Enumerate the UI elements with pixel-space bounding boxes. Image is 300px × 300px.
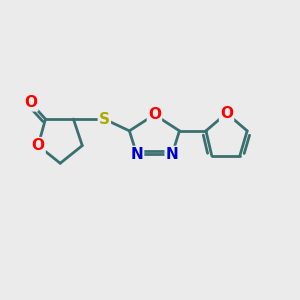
Text: O: O [32, 138, 45, 153]
Text: O: O [148, 107, 161, 122]
Text: S: S [99, 112, 110, 127]
Text: O: O [24, 95, 37, 110]
Text: O: O [220, 106, 233, 121]
Text: N: N [166, 147, 178, 162]
Text: N: N [130, 147, 143, 162]
